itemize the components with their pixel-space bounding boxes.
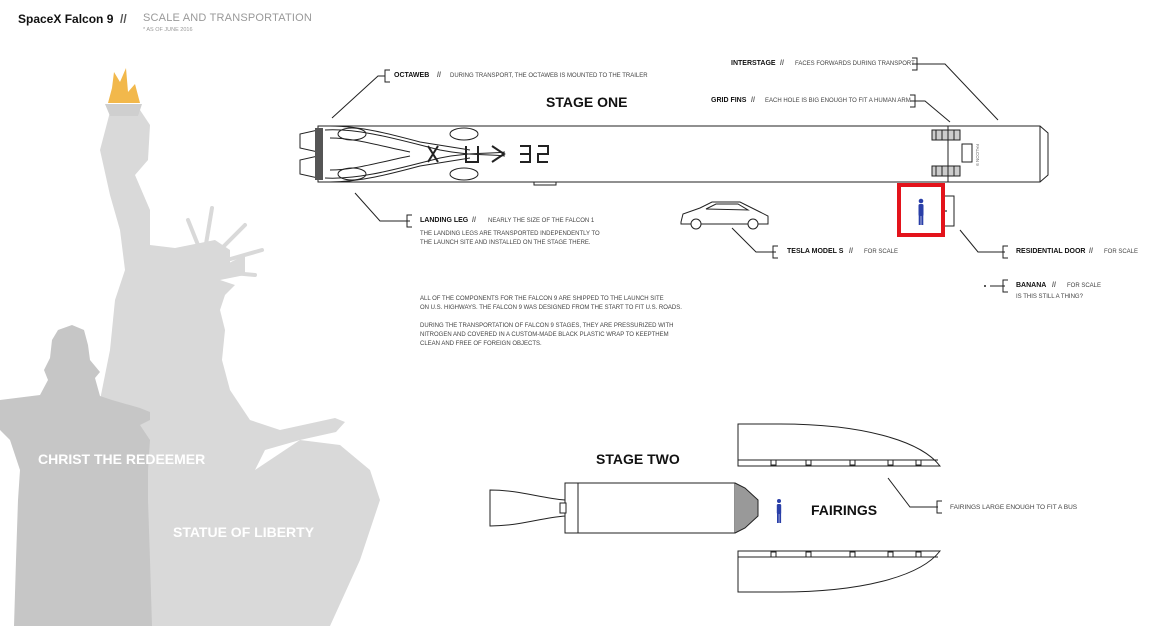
para-1-line-2: ON U.S. HIGHWAYS. THE FALCON 9 WAS DESIG… (420, 305, 682, 311)
stage-two-heading: STAGE TWO (596, 451, 680, 467)
grid-fins-label: GRID FINS (711, 97, 747, 104)
landing-leg-detail-2: THE LAUNCH SITE AND INSTALLED ON THE STA… (420, 240, 591, 246)
para-2-line-1: DURING THE TRANSPORTATION OF FALCON 9 ST… (420, 323, 674, 329)
christ-the-redeemer-silhouette (0, 325, 152, 626)
landing-leg-note: NEARLY THE SIZE OF THE FALCON 1 (488, 218, 595, 224)
landing-leg-label: LANDING LEG (420, 217, 469, 224)
statue-of-liberty-label: STATUE OF LIBERTY (173, 524, 315, 540)
interstage-label: INTERSTAGE (731, 60, 776, 67)
banana-label: BANANA (1016, 282, 1047, 289)
door-note: FOR SCALE (1104, 249, 1139, 255)
tesla-car-icon (680, 201, 769, 230)
person-icon (918, 198, 924, 225)
octaweb-sep: // (437, 72, 441, 79)
rocket-side-mark: FALCON 9 (975, 144, 980, 166)
fairing-top (737, 423, 942, 467)
person-icon-stage-two (776, 499, 782, 523)
para-2-line-2: NITROGEN AND COVERED IN A CUSTOM-MADE BL… (420, 332, 669, 338)
title-separator: // (120, 12, 127, 26)
fairings-note: FAIRINGS LARGE ENOUGH TO FIT A BUS (950, 504, 1078, 511)
banana-note: FOR SCALE (1067, 283, 1102, 289)
torch-cup (105, 104, 142, 116)
octaweb-label: OCTAWEB (394, 72, 430, 79)
callout-leaders (331, 57, 1008, 514)
stage-one-heading: STAGE ONE (546, 94, 628, 110)
stage-two-rocket (489, 482, 759, 534)
stage-one-rocket (299, 125, 1049, 186)
door-sep: // (1089, 248, 1093, 255)
para-2-line-3: CLEAN AND FREE OF FOREIGN OBJECTS. (420, 341, 542, 347)
person-highlight-box (897, 183, 945, 237)
page-title: SpaceX Falcon 9 (18, 12, 114, 26)
crown-spikes (186, 206, 264, 277)
octaweb-note: DURING TRANSPORT, THE OCTAWEB IS MOUNTED… (450, 73, 648, 79)
para-1-line-1: ALL OF THE COMPONENTS FOR THE FALCON 9 A… (420, 296, 664, 302)
torch-icon (108, 68, 140, 103)
date-note: * AS OF JUNE 2016 (143, 27, 193, 33)
tesla-sep: // (849, 248, 853, 255)
banana-icon (984, 285, 986, 287)
statue-of-liberty-silhouette (100, 110, 380, 626)
interstage-note: FACES FORWARDS DURING TRANSPORT (795, 61, 915, 67)
fairing-bottom (737, 550, 942, 593)
door-label: RESIDENTIAL DOOR (1016, 248, 1086, 255)
fairings-heading: FAIRINGS (811, 502, 878, 518)
banana-detail: IS THIS STILL A THING? (1016, 294, 1083, 300)
landing-leg-detail-1: THE LANDING LEGS ARE TRANSPORTED INDEPEN… (420, 231, 600, 237)
spacex-logo-shapes (427, 145, 549, 163)
christ-redeemer-label: CHRIST THE REDEEMER (38, 451, 206, 467)
grid-fins-note: EACH HOLE IS BIG ENOUGH TO FIT A HUMAN A… (765, 98, 911, 104)
landing-leg-sep: // (472, 217, 476, 224)
interstage-sep: // (780, 60, 784, 67)
banana-sep: // (1052, 282, 1056, 289)
page-subtitle: SCALE AND TRANSPORTATION (143, 12, 313, 24)
grid-fins-sep: // (751, 97, 755, 104)
tesla-note: FOR SCALE (864, 249, 899, 255)
tesla-label: TESLA MODEL S (787, 248, 844, 255)
